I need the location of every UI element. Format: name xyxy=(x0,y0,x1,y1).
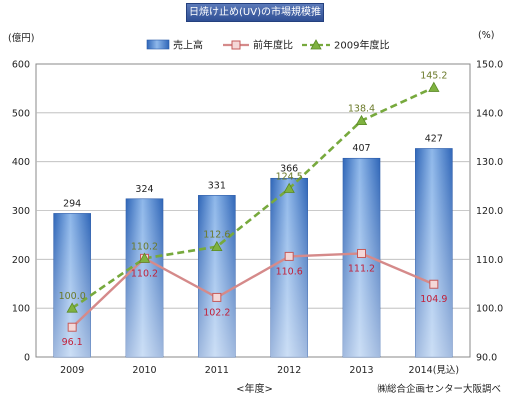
marker-yoy xyxy=(212,292,222,302)
left-tick-label: 400 xyxy=(12,157,30,168)
left-tick-label: 100 xyxy=(12,304,30,315)
marker-vs2009 xyxy=(283,182,295,193)
data-label-yoy: 96.1 xyxy=(62,337,83,348)
bar-highlight xyxy=(198,195,236,357)
right-axis-unit: (%) xyxy=(478,30,495,41)
legend-marker-vs2009 xyxy=(310,39,322,50)
data-label-yoy: 111.2 xyxy=(348,263,375,274)
series-line-vs2009 xyxy=(71,86,435,310)
legend-label-vs2009: 2009年度比 xyxy=(334,39,389,52)
right-tick-label: 110.0 xyxy=(476,255,503,266)
marker-yoy xyxy=(67,322,77,332)
x-tick-label: 2011 xyxy=(205,365,229,376)
left-tick-label: 300 xyxy=(12,206,30,217)
marker-vs2009 xyxy=(428,81,440,92)
x-tick-label: 2013 xyxy=(349,365,373,376)
bar-value-label: 324 xyxy=(135,184,153,195)
bar-highlight xyxy=(53,213,91,357)
data-label-yoy: 110.6 xyxy=(276,266,303,277)
legend-label-sales: 売上高 xyxy=(173,39,203,52)
data-label-vs2009: 100.0 xyxy=(59,291,86,302)
legend-marker-yoy xyxy=(231,40,241,50)
left-tick-label: 500 xyxy=(12,108,30,119)
series-line-yoy xyxy=(71,252,435,329)
right-tick-label: 140.0 xyxy=(476,108,503,119)
marker-vs2009 xyxy=(138,252,151,263)
data-label-vs2009: 124.5 xyxy=(276,172,303,183)
bar-value-label: 331 xyxy=(208,180,226,191)
marker-vs2009 xyxy=(211,240,223,252)
right-tick-label: 100.0 xyxy=(476,304,503,315)
marker-yoy xyxy=(284,251,294,261)
chart-title: 日焼け止め(UV)の市場規模推移 xyxy=(186,3,324,35)
bar-highlight xyxy=(270,178,308,357)
right-tick-label: 150.0 xyxy=(476,60,503,71)
x-axis-title: <年度> xyxy=(236,384,273,395)
data-label-yoy: 102.2 xyxy=(203,307,230,318)
bar-value-label: 294 xyxy=(63,198,81,209)
marker-vs2009 xyxy=(66,302,78,313)
bar-highlight xyxy=(126,198,163,357)
data-label-yoy: 110.2 xyxy=(131,268,158,279)
legend-swatch-sales xyxy=(146,39,170,50)
data-label-yoy: 104.9 xyxy=(420,294,447,305)
left-tick-label: 200 xyxy=(12,255,30,266)
bar-value-label: 407 xyxy=(352,143,370,154)
left-tick-label: 0 xyxy=(24,353,30,364)
x-tick-label: 2009 xyxy=(60,365,84,376)
data-label-vs2009: 138.4 xyxy=(348,104,375,115)
x-tick-label: 2012 xyxy=(277,365,301,376)
data-label-vs2009: 112.6 xyxy=(203,230,230,241)
marker-vs2009 xyxy=(355,114,368,126)
left-tick-label: 600 xyxy=(12,60,30,71)
legend-label-yoy: 前年度比 xyxy=(253,39,293,52)
source-note: ㈱総合企画センター大阪調べ xyxy=(377,384,501,395)
data-label-vs2009: 145.2 xyxy=(420,70,447,81)
x-tick-label: 2010 xyxy=(132,365,156,376)
left-axis-unit: (億円) xyxy=(8,33,35,44)
bar-value-label: 427 xyxy=(425,133,443,144)
data-label-vs2009: 110.2 xyxy=(131,241,158,252)
marker-yoy xyxy=(429,279,439,289)
x-tick-label: 2014(見込) xyxy=(409,365,460,376)
right-tick-label: 120.0 xyxy=(476,206,503,217)
bar-highlight xyxy=(415,148,453,357)
right-tick-label: 130.0 xyxy=(476,157,503,168)
right-tick-label: 90.0 xyxy=(476,353,497,364)
marker-yoy xyxy=(357,248,366,258)
bar-value-label: 366 xyxy=(280,163,298,174)
